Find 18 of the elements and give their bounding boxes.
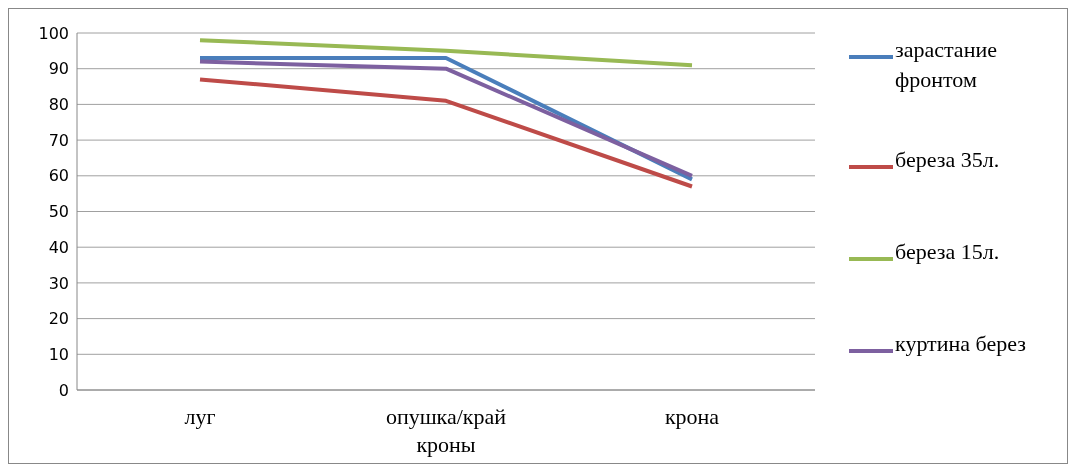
legend-label: зарастание фронтом (895, 36, 998, 94)
y-tick-label: 0 (58, 380, 69, 400)
y-tick-label: 80 (48, 95, 69, 115)
legend-label: береза 15л. (895, 238, 1001, 266)
x-tick-label: крона (664, 404, 720, 429)
y-tick-label: 90 (48, 59, 69, 79)
y-tick-label: 50 (48, 202, 69, 222)
x-tick-label: опушка/край кроны (385, 404, 507, 457)
legend-label: береза 35л. (895, 146, 1001, 174)
y-tick-label: 20 (48, 309, 69, 329)
x-tick-label: луг (184, 404, 216, 429)
y-tick-label: 40 (48, 237, 69, 257)
y-tick-label: 10 (48, 344, 69, 364)
y-tick-label: 70 (48, 130, 69, 150)
y-tick-label: 60 (48, 166, 69, 186)
y-tick-label: 30 (48, 273, 69, 293)
y-tick-label: 100 (38, 23, 69, 43)
legend-label: куртина берез (895, 330, 1027, 358)
